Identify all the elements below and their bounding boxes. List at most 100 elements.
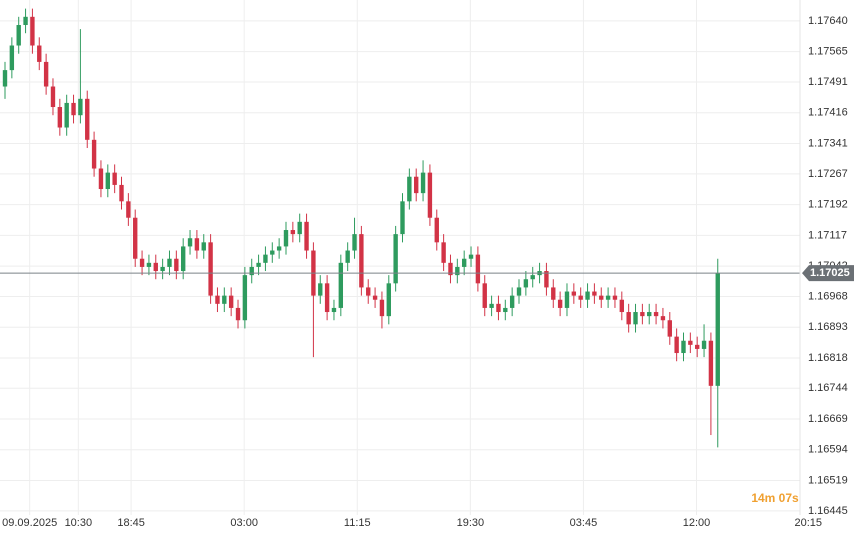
candle-body: [249, 266, 254, 276]
y-tick-label: 1.17416: [808, 107, 848, 119]
candle-body: [626, 312, 631, 325]
candle-body: [91, 139, 97, 169]
candle-body: [270, 250, 275, 255]
y-tick-label: 1.16818: [808, 352, 848, 364]
candle-body: [667, 320, 672, 337]
y-tick-label: 1.17117: [808, 229, 847, 241]
candle-body: [187, 238, 193, 247]
candle-body: [468, 254, 474, 259]
candle-body: [9, 45, 15, 71]
candle-body: [146, 262, 152, 267]
candle-body: [153, 262, 158, 272]
candle-body: [681, 340, 686, 354]
candle-body: [338, 262, 344, 308]
candle-body: [701, 340, 707, 349]
candle-body: [290, 230, 296, 235]
candle-body: [688, 340, 693, 345]
candle-body: [386, 283, 391, 317]
candle-body: [482, 283, 487, 308]
candle-body: [283, 230, 289, 247]
candle-body: [578, 295, 583, 300]
x-tick-label: 09.09.2025: [2, 517, 57, 529]
candle-body: [523, 279, 529, 288]
candle-body: [544, 271, 549, 288]
candle-body: [599, 295, 604, 300]
candle-body: [708, 340, 714, 386]
candle-body: [592, 291, 597, 296]
candle-body: [345, 250, 350, 263]
x-tick-label: 03:45: [570, 517, 598, 529]
candle-body: [318, 283, 323, 296]
candle-body: [174, 258, 179, 272]
candle-body: [407, 176, 412, 202]
candle-body: [208, 242, 213, 296]
candle-body: [276, 246, 282, 251]
candle-body: [256, 262, 261, 267]
y-tick-label: 1.17192: [808, 199, 848, 211]
y-tick-label: 1.17565: [808, 46, 848, 58]
price-tag-label: 1.17025: [810, 267, 850, 279]
candle-body: [372, 295, 378, 300]
candle-body: [23, 16, 28, 26]
candle-body: [78, 98, 83, 116]
candle-body: [105, 172, 110, 190]
x-tick-label: 19:30: [457, 517, 485, 529]
candle-body: [222, 295, 227, 304]
x-tick-label: 18:45: [117, 517, 145, 529]
y-tick-label: 1.16445: [808, 505, 848, 517]
candle-body: [441, 242, 446, 263]
candle-body: [324, 283, 330, 313]
candle-body: [126, 201, 131, 218]
candle-body: [393, 234, 398, 284]
y-tick-label: 1.17267: [808, 168, 848, 180]
candle-body: [695, 344, 700, 349]
candle-body: [50, 86, 56, 108]
price-tag: [802, 265, 854, 282]
grid: [0, 0, 800, 515]
candle-body: [37, 45, 42, 62]
candle-body: [304, 221, 309, 251]
candle-body: [160, 266, 165, 272]
candle-body: [455, 266, 460, 276]
candle-body: [434, 217, 439, 243]
candle-body: [414, 176, 419, 194]
y-tick-label: 1.16744: [808, 382, 848, 394]
candle-body: [30, 16, 35, 46]
candle-body: [420, 172, 426, 194]
candle-body: [180, 246, 186, 272]
candle-body: [57, 107, 63, 128]
candle-body: [530, 275, 535, 280]
x-tick-label: 20:15: [794, 517, 822, 529]
candle-body: [619, 299, 625, 313]
countdown: 14m 07s: [751, 491, 799, 505]
candle-body: [2, 70, 8, 87]
candle-body: [503, 307, 508, 313]
candle-body: [133, 217, 138, 259]
candle-body: [71, 102, 76, 116]
y-tick-label: 1.16893: [808, 321, 848, 333]
candle-body: [557, 299, 563, 308]
candle-body: [571, 291, 577, 296]
candle-body: [359, 234, 364, 288]
candle-body: [633, 312, 638, 325]
x-tick-label: 03:00: [230, 517, 258, 529]
candle-body: [352, 234, 357, 251]
candle-body: [263, 254, 268, 263]
candle-body: [448, 262, 453, 276]
candle-body: [427, 172, 433, 218]
candle-body: [489, 303, 494, 308]
candle-body: [194, 238, 200, 251]
candle-body: [509, 295, 515, 308]
candle-body: [653, 312, 659, 317]
candle-body: [201, 242, 206, 251]
x-tick-label: 10:30: [65, 517, 93, 529]
candle-body: [139, 258, 145, 267]
candle-body: [64, 102, 69, 128]
y-tick-label: 1.16669: [808, 413, 848, 425]
candle-body: [235, 307, 241, 321]
candle-body: [379, 299, 385, 317]
candle-body: [551, 287, 556, 300]
candle-body: [585, 291, 590, 300]
